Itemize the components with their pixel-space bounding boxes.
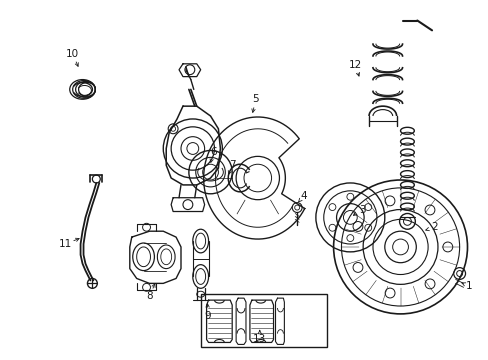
- Text: 3: 3: [358, 204, 365, 215]
- Text: 7: 7: [228, 160, 235, 170]
- Text: 9: 9: [204, 311, 210, 321]
- Bar: [200, 294, 326, 347]
- Text: 5: 5: [252, 94, 259, 104]
- Text: 4: 4: [300, 191, 307, 201]
- Text: 6: 6: [210, 148, 216, 157]
- Text: 13: 13: [253, 334, 266, 345]
- Text: 10: 10: [66, 49, 79, 59]
- Text: 12: 12: [348, 60, 361, 70]
- Text: 8: 8: [146, 291, 152, 301]
- Text: 1: 1: [465, 281, 472, 291]
- Text: 2: 2: [431, 222, 437, 232]
- Text: 11: 11: [59, 239, 72, 249]
